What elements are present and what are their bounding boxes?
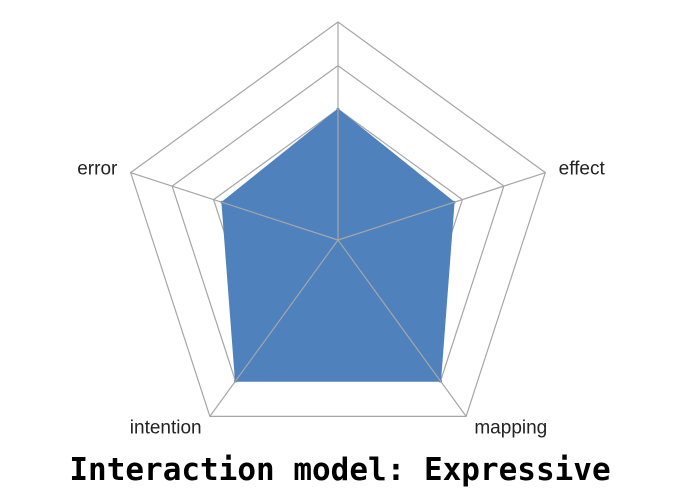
grid-ring (129, 21, 547, 417)
radar-axis-labels: effect mapping intention error (77, 158, 605, 438)
chart-title: Interaction model: Expressive (69, 452, 611, 488)
radar-spokes (130, 22, 546, 417)
series-area (221, 108, 455, 382)
axis-label-intention: intention (130, 418, 202, 439)
axis-label-mapping: mapping (474, 418, 547, 439)
axis-spoke (130, 172, 339, 241)
radar-chart: effect mapping intention error (77, 21, 605, 439)
axis-label-error: error (77, 158, 118, 179)
axis-spoke (337, 172, 546, 241)
axis-spoke (337, 239, 467, 417)
axis-spoke (209, 239, 339, 417)
axis-label-effect: effect (559, 158, 606, 179)
